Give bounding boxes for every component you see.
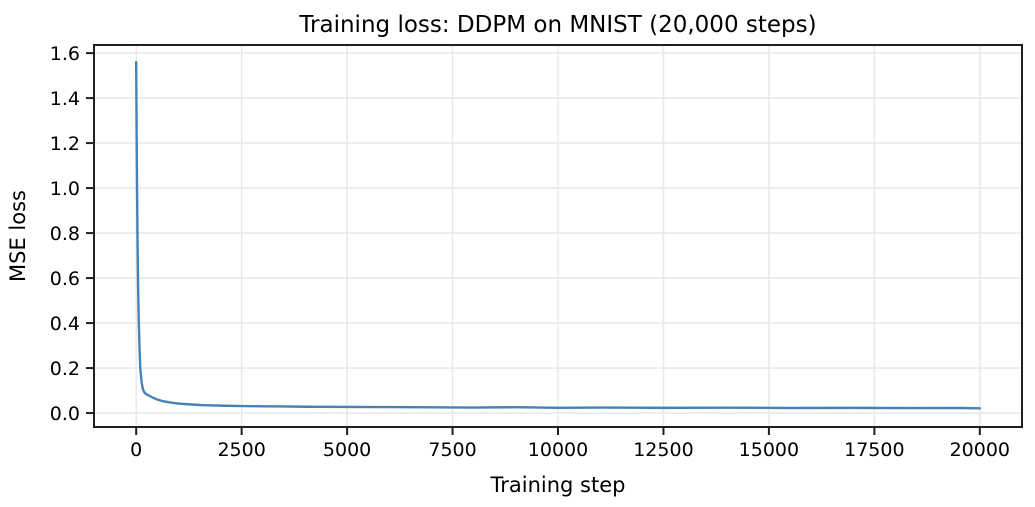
chart-title: Training loss: DDPM on MNIST (20,000 ste… (298, 12, 816, 38)
series-layer (134, 60, 982, 410)
y-tick-label: 0.8 (50, 223, 80, 245)
x-tick-label: 5000 (323, 439, 371, 461)
x-tick-label: 7500 (428, 439, 476, 461)
axes-layer (86, 44, 1023, 435)
loss-line-series (134, 60, 982, 410)
x-tick-label: 17500 (844, 439, 904, 461)
y-axis-label: MSE loss (6, 190, 30, 282)
y-tick-label: 1.4 (50, 88, 80, 110)
x-axis-label: Training step (490, 473, 626, 497)
x-tick-label: 12500 (633, 439, 693, 461)
y-tick-label: 0.2 (50, 358, 80, 380)
x-tick-label: 0 (130, 439, 142, 461)
x-tick-label: 10000 (528, 439, 588, 461)
tick-label-layer: 0 2500 5000 7500 10000 12500 15000 17500 20000 0.… (50, 43, 1010, 461)
y-tick-label: 0.6 (50, 268, 80, 290)
y-tick-label: 1.6 (50, 43, 80, 65)
y-tick-label: 0.0 (50, 403, 80, 425)
y-tick-label: 1.2 (50, 133, 80, 155)
x-tick-label: 2500 (217, 439, 265, 461)
grid-layer (94, 45, 1022, 427)
x-tick-label: 20000 (950, 439, 1010, 461)
y-tick-label: 0.4 (50, 313, 80, 335)
x-tick-label: 15000 (739, 439, 799, 461)
y-tick-label: 1.0 (50, 178, 80, 200)
